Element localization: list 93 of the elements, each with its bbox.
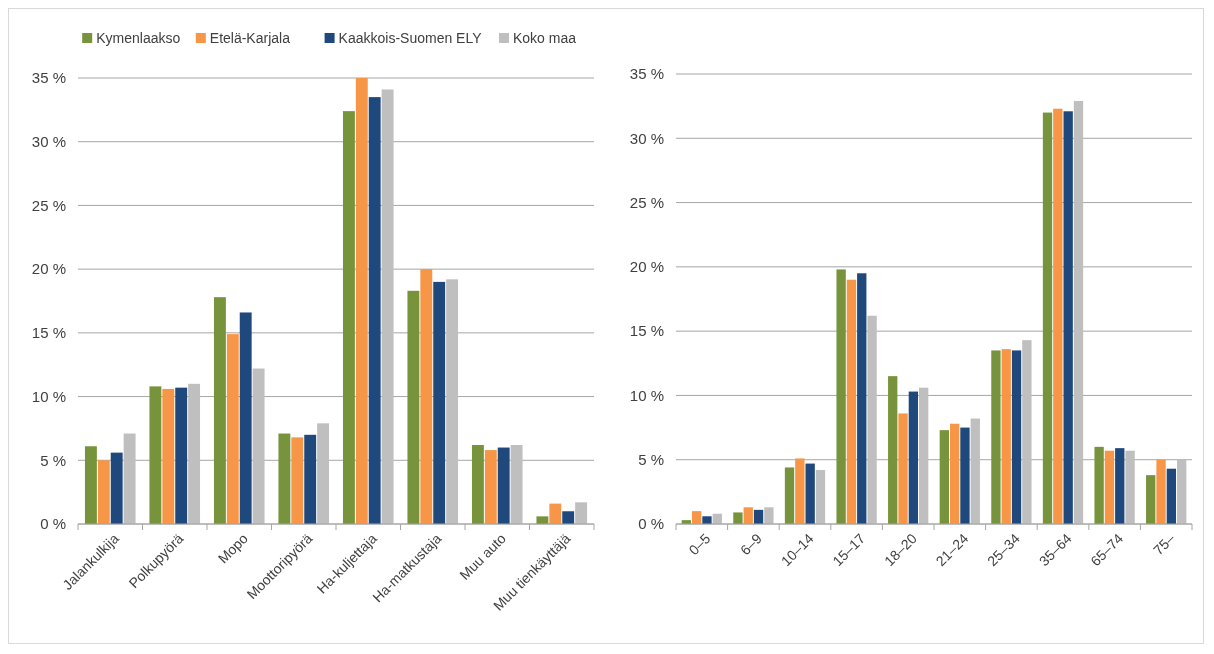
bar bbox=[991, 350, 1001, 524]
bar bbox=[446, 279, 459, 524]
y-tick-label: 35 % bbox=[31, 69, 66, 87]
y-tick-label: 5 % bbox=[40, 451, 66, 469]
y-tick-label: 0 % bbox=[40, 515, 66, 533]
bar bbox=[497, 447, 510, 524]
bar bbox=[743, 507, 753, 524]
bar bbox=[575, 502, 588, 524]
x-tick-label: 0–5 bbox=[685, 530, 714, 559]
bar bbox=[433, 281, 446, 524]
x-tick-label: 6–9 bbox=[737, 530, 766, 559]
y-tick-label: 20 % bbox=[31, 260, 66, 278]
bar bbox=[291, 437, 304, 524]
bar bbox=[764, 507, 774, 524]
bar bbox=[1146, 475, 1156, 524]
y-tick-label: 25 % bbox=[31, 196, 66, 214]
bar bbox=[784, 467, 795, 524]
bar bbox=[162, 388, 175, 524]
bar bbox=[1104, 450, 1115, 524]
legend-label: Kymenlaakso bbox=[96, 30, 181, 46]
bar bbox=[175, 387, 188, 524]
bar bbox=[1053, 108, 1063, 524]
bar bbox=[795, 458, 805, 524]
bar bbox=[188, 383, 201, 524]
bar bbox=[1073, 101, 1084, 524]
y-tick-label: 25 % bbox=[629, 193, 664, 211]
bar bbox=[123, 433, 136, 524]
y-tick-label: 15 % bbox=[31, 324, 66, 342]
bar bbox=[888, 376, 898, 524]
legend-label: Koko maa bbox=[513, 30, 577, 46]
bar bbox=[97, 460, 110, 524]
bar bbox=[691, 511, 702, 524]
x-tick-label: Muu auto bbox=[456, 530, 509, 583]
bar bbox=[836, 269, 846, 524]
bar bbox=[510, 444, 523, 524]
bar bbox=[252, 368, 265, 524]
bar bbox=[317, 423, 330, 524]
y-tick-label: 35 % bbox=[629, 65, 664, 83]
bar bbox=[1011, 350, 1022, 524]
y-tick-label: 10 % bbox=[31, 387, 66, 405]
bar bbox=[471, 444, 484, 524]
bar bbox=[949, 423, 960, 524]
bar bbox=[805, 463, 815, 524]
bar bbox=[239, 312, 252, 524]
y-tick-label: 30 % bbox=[31, 132, 66, 150]
bar bbox=[1022, 340, 1032, 524]
bar bbox=[420, 269, 433, 524]
bar bbox=[226, 334, 239, 524]
bar bbox=[970, 418, 980, 524]
bar bbox=[355, 78, 368, 524]
x-tick-label: 75– bbox=[1149, 530, 1178, 559]
y-tick-label: 30 % bbox=[629, 129, 664, 147]
bar bbox=[815, 470, 826, 524]
bar bbox=[549, 503, 562, 524]
bar bbox=[857, 273, 867, 524]
bar bbox=[562, 511, 575, 524]
bar bbox=[908, 391, 919, 524]
bar bbox=[733, 512, 743, 524]
bar bbox=[919, 387, 929, 524]
bar bbox=[381, 89, 394, 524]
bar bbox=[1001, 349, 1011, 524]
y-tick-label: 15 % bbox=[629, 322, 664, 340]
bar bbox=[342, 111, 355, 524]
bar bbox=[536, 516, 549, 524]
bar bbox=[110, 452, 123, 524]
bar bbox=[1166, 468, 1177, 524]
bar bbox=[368, 97, 381, 524]
bar bbox=[1177, 459, 1187, 524]
bar bbox=[484, 450, 497, 524]
bar bbox=[1042, 112, 1053, 524]
bar bbox=[898, 413, 908, 524]
bar bbox=[213, 297, 226, 524]
bar bbox=[84, 446, 97, 524]
bar bbox=[1115, 448, 1125, 524]
bar bbox=[407, 290, 420, 524]
bar bbox=[939, 430, 949, 524]
bar bbox=[960, 427, 970, 524]
bar bbox=[1063, 111, 1073, 524]
bar bbox=[1094, 446, 1104, 524]
legend-label: Kaakkois-Suomen ELY bbox=[338, 30, 483, 46]
bar bbox=[149, 386, 162, 524]
bar bbox=[304, 434, 317, 524]
bar bbox=[1156, 459, 1166, 524]
y-tick-label: 10 % bbox=[629, 386, 664, 404]
bar bbox=[702, 516, 712, 524]
bar bbox=[278, 433, 291, 524]
bar bbox=[846, 279, 857, 524]
y-tick-label: 20 % bbox=[629, 258, 664, 276]
legend-label: Etelä-Karjala bbox=[209, 30, 291, 46]
y-tick-label: 5 % bbox=[638, 450, 664, 468]
y-tick-label: 0 % bbox=[638, 515, 664, 533]
bar bbox=[1125, 450, 1135, 524]
bar bbox=[867, 315, 877, 524]
